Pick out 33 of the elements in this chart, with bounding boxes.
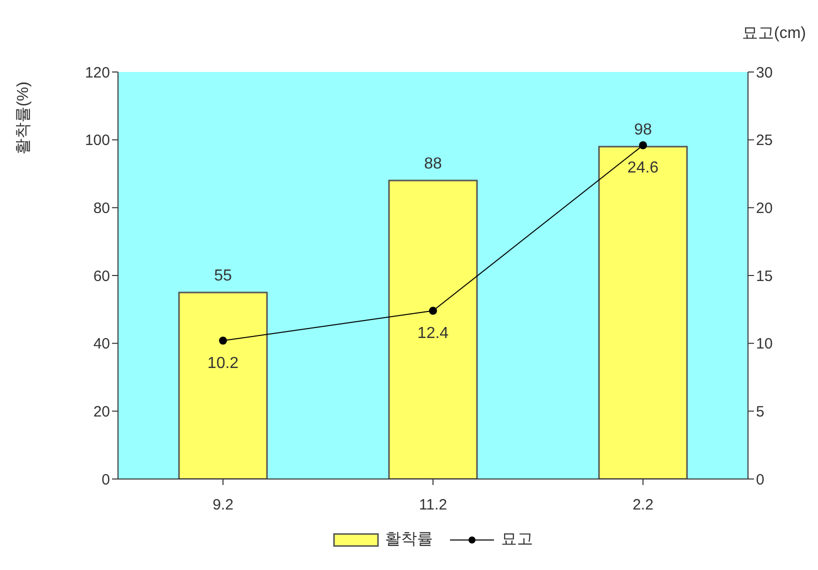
point — [429, 306, 437, 315]
y2-tick-label: 15 — [756, 268, 773, 285]
y-axis-title: 활착률(%) — [15, 82, 32, 154]
bar — [598, 146, 688, 479]
legend-label: 묘고 — [501, 530, 533, 550]
y-tick-label: 100 — [84, 132, 110, 150]
data-label: 10.2 — [207, 354, 239, 372]
point — [219, 336, 227, 345]
y2-tick-label: 30 — [756, 64, 773, 82]
y2-tick-label: 0 — [756, 471, 764, 488]
data-label: 98 — [634, 122, 652, 139]
y-tick-label: 80 — [93, 200, 110, 217]
x-tick-label: 2.2 — [632, 496, 654, 514]
y2-tick-label: 20 — [756, 200, 773, 217]
data-label: 55 — [214, 267, 232, 284]
y2-tick-label: 25 — [756, 132, 773, 150]
data-label: 24.6 — [627, 160, 659, 177]
data-label: 88 — [424, 156, 442, 173]
y2-axis-title: 묘고(cm) — [742, 25, 806, 42]
y2-tick-label: 5 — [756, 403, 764, 420]
y-tick-label: 40 — [93, 336, 110, 353]
data-label: 12.4 — [417, 325, 449, 342]
y-tick-label: 0 — [102, 471, 110, 488]
y2-tick-label: 10 — [756, 336, 773, 353]
x-tick-label: 11.2 — [418, 496, 448, 514]
y-tick-label: 60 — [93, 268, 110, 285]
point — [639, 141, 647, 150]
bar — [178, 292, 268, 479]
bar — [388, 180, 478, 479]
y-tick-label: 20 — [93, 403, 110, 420]
y-tick-label: 120 — [84, 64, 110, 82]
x-tick-label: 9.2 — [212, 496, 234, 514]
legend-label: 활착률 — [385, 530, 433, 550]
